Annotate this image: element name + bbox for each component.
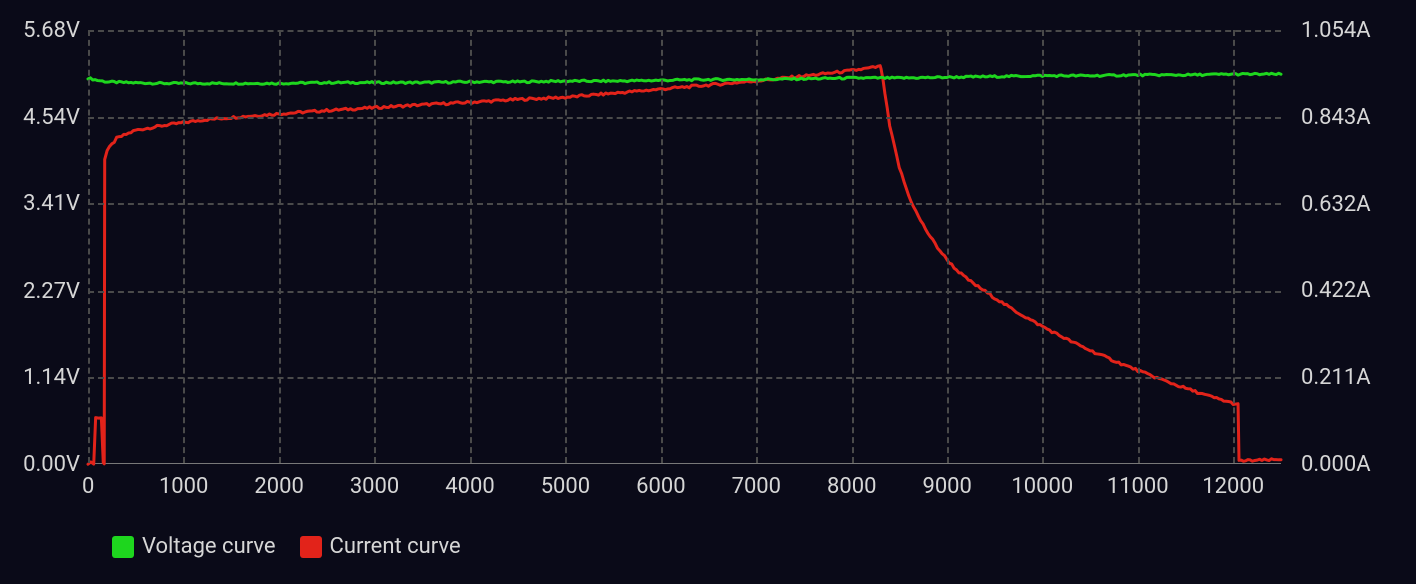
legend-swatch — [300, 536, 322, 558]
x-tick-label: 11000 — [1107, 474, 1169, 499]
x-tick-label: 5000 — [541, 474, 590, 499]
gridline-vertical — [661, 30, 663, 463]
legend-label: Current curve — [330, 534, 461, 559]
gridline-vertical — [1042, 30, 1044, 463]
x-tick-label: 1000 — [159, 474, 208, 499]
y-left-tick-label: 4.54V — [23, 105, 80, 130]
x-tick-label: 10000 — [1011, 474, 1073, 499]
x-tick-label: 4000 — [445, 474, 494, 499]
gridline-vertical — [88, 30, 90, 463]
gridline-vertical — [374, 30, 376, 463]
y-right-tick-label: 0.422A — [1301, 278, 1371, 303]
y-right-tick-label: 0.211A — [1301, 365, 1371, 390]
x-tick-label: 0 — [82, 474, 94, 499]
gridline-vertical — [470, 30, 472, 463]
legend-item: Current curve — [300, 534, 461, 559]
gridline-vertical — [947, 30, 949, 463]
gridline-vertical — [183, 30, 185, 463]
x-tick-label: 3000 — [350, 474, 399, 499]
legend-label: Voltage curve — [142, 534, 276, 559]
gridline-horizontal — [88, 203, 1281, 205]
x-tick-label: 7000 — [732, 474, 781, 499]
voltage-curve — [88, 73, 1281, 84]
gridline-vertical — [852, 30, 854, 463]
legend-swatch — [112, 536, 134, 558]
y-right-tick-label: 0.632A — [1301, 192, 1371, 217]
x-tick-label: 9000 — [922, 474, 971, 499]
y-left-tick-label: 3.41V — [23, 191, 80, 216]
legend-item: Voltage curve — [112, 534, 276, 559]
y-right-tick-label: 0.843A — [1301, 105, 1371, 130]
x-tick-label: 8000 — [827, 474, 876, 499]
gridline-vertical — [279, 30, 281, 463]
gridline-vertical — [1233, 30, 1235, 463]
gridline-vertical — [756, 30, 758, 463]
gridline-horizontal — [88, 117, 1281, 119]
y-left-tick-label: 5.68V — [23, 18, 80, 43]
x-tick-label: 12000 — [1202, 474, 1264, 499]
current-curve — [88, 66, 1281, 465]
legend: Voltage curve Current curve — [112, 534, 461, 559]
y-right-tick-label: 1.054A — [1301, 18, 1371, 43]
x-tick-label: 2000 — [254, 474, 303, 499]
y-left-tick-label: 2.27V — [23, 279, 80, 304]
plot-area — [88, 30, 1281, 464]
voltage-current-chart: Voltage curve Current curve 0.00V 1.14V 2.2… — [0, 0, 1416, 584]
y-left-tick-label: 1.14V — [23, 365, 80, 390]
series-layer — [88, 30, 1281, 463]
gridline-horizontal — [88, 377, 1281, 379]
gridline-vertical — [565, 30, 567, 463]
gridline-vertical — [1138, 30, 1140, 463]
gridline-horizontal — [88, 291, 1281, 293]
y-left-tick-label: 0.00V — [23, 452, 80, 477]
x-tick-label: 6000 — [636, 474, 685, 499]
y-right-tick-label: 0.000A — [1301, 452, 1371, 477]
gridline-horizontal — [88, 30, 1281, 32]
